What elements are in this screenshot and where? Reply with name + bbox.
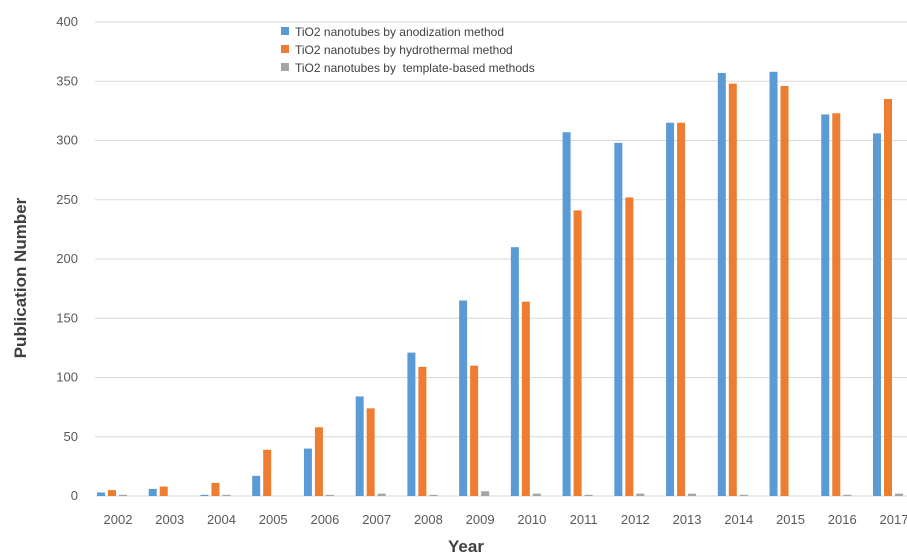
- legend-label: TiO2 nanotubes by anodization method: [295, 25, 504, 39]
- bar: [263, 449, 272, 496]
- bar: [573, 210, 582, 497]
- axes: 0 50 100 150 200 250 300 350 400 2002 2003 2004 2005…: [56, 14, 907, 527]
- x-tick-label: 2005: [259, 512, 288, 527]
- bars: [97, 71, 903, 497]
- bar: [584, 494, 593, 496]
- bar: [717, 72, 726, 496]
- legend-swatch: [281, 27, 289, 35]
- bar: [97, 492, 105, 496]
- bar: [222, 494, 231, 496]
- bar: [728, 83, 737, 497]
- y-tick-label: 50: [64, 429, 78, 444]
- legend-swatch: [281, 63, 289, 71]
- bar: [366, 408, 375, 496]
- bar: [429, 494, 438, 496]
- bar: [303, 448, 312, 496]
- x-tick-label: 2009: [466, 512, 495, 527]
- x-tick-label: 2004: [207, 512, 236, 527]
- bar: [521, 301, 530, 496]
- bar: [532, 493, 541, 496]
- legend-label: TiO2 nanotubes by hydrothermal method: [295, 43, 513, 57]
- y-tick-label: 350: [56, 73, 78, 88]
- x-tick-label: 2015: [776, 512, 805, 527]
- legend-swatch: [281, 45, 289, 53]
- x-tick-label: 2017: [880, 512, 907, 527]
- y-tick-label: 100: [56, 370, 78, 385]
- bar: [677, 122, 686, 496]
- bar: [769, 71, 778, 497]
- bar: [470, 365, 479, 496]
- y-tick-label: 200: [56, 251, 78, 266]
- bar: [108, 490, 116, 496]
- bar: [510, 247, 519, 496]
- bar: [407, 352, 416, 496]
- bar: [873, 133, 881, 496]
- legend-label: TiO2 nanotubes by template-based methods: [295, 61, 535, 75]
- x-tick-label: 2011: [570, 512, 598, 527]
- legend: TiO2 nanotubes by anodization method TiO2…: [281, 25, 535, 75]
- bar: [211, 482, 220, 496]
- x-axis-title: Year: [448, 537, 484, 555]
- x-tick-label: 2003: [155, 512, 184, 527]
- bar: [325, 494, 334, 496]
- bar: [418, 366, 427, 496]
- bar: [636, 493, 645, 496]
- bar: [821, 114, 830, 497]
- bar: [377, 493, 386, 496]
- bar: [843, 494, 852, 496]
- x-tick-label: 2006: [310, 512, 339, 527]
- bar: [159, 486, 168, 496]
- y-tick-label: 300: [56, 133, 78, 148]
- bar: [148, 488, 157, 496]
- bar: [625, 197, 634, 496]
- bar: [314, 427, 323, 496]
- y-tick-label: 0: [71, 488, 78, 503]
- x-tick-label: 2002: [104, 512, 133, 527]
- bar: [562, 132, 571, 496]
- bar: [780, 85, 789, 497]
- bar: [832, 113, 841, 497]
- y-tick-label: 250: [56, 192, 78, 207]
- bar: [666, 122, 675, 496]
- bar: [119, 494, 127, 496]
- bar: [355, 396, 364, 496]
- x-tick-label: 2012: [621, 512, 650, 527]
- bar: [688, 493, 697, 496]
- bar: [459, 300, 468, 496]
- x-tick-label: 2008: [414, 512, 443, 527]
- y-tick-label: 400: [56, 14, 78, 29]
- bar: [200, 494, 209, 496]
- bar: [739, 494, 748, 496]
- y-axis-title: Publication Number: [11, 197, 30, 358]
- bar: [884, 99, 892, 497]
- x-tick-label: 2016: [828, 512, 857, 527]
- x-tick-label: 2013: [673, 512, 702, 527]
- bar: [481, 491, 490, 496]
- x-tick-label: 2014: [724, 512, 753, 527]
- gridlines: [95, 21, 907, 497]
- bar: [895, 493, 903, 496]
- x-tick-label: 2007: [362, 512, 391, 527]
- y-tick-label: 150: [56, 310, 78, 325]
- bar: [614, 142, 623, 496]
- bar: [252, 475, 261, 496]
- x-tick-label: 2010: [517, 512, 546, 527]
